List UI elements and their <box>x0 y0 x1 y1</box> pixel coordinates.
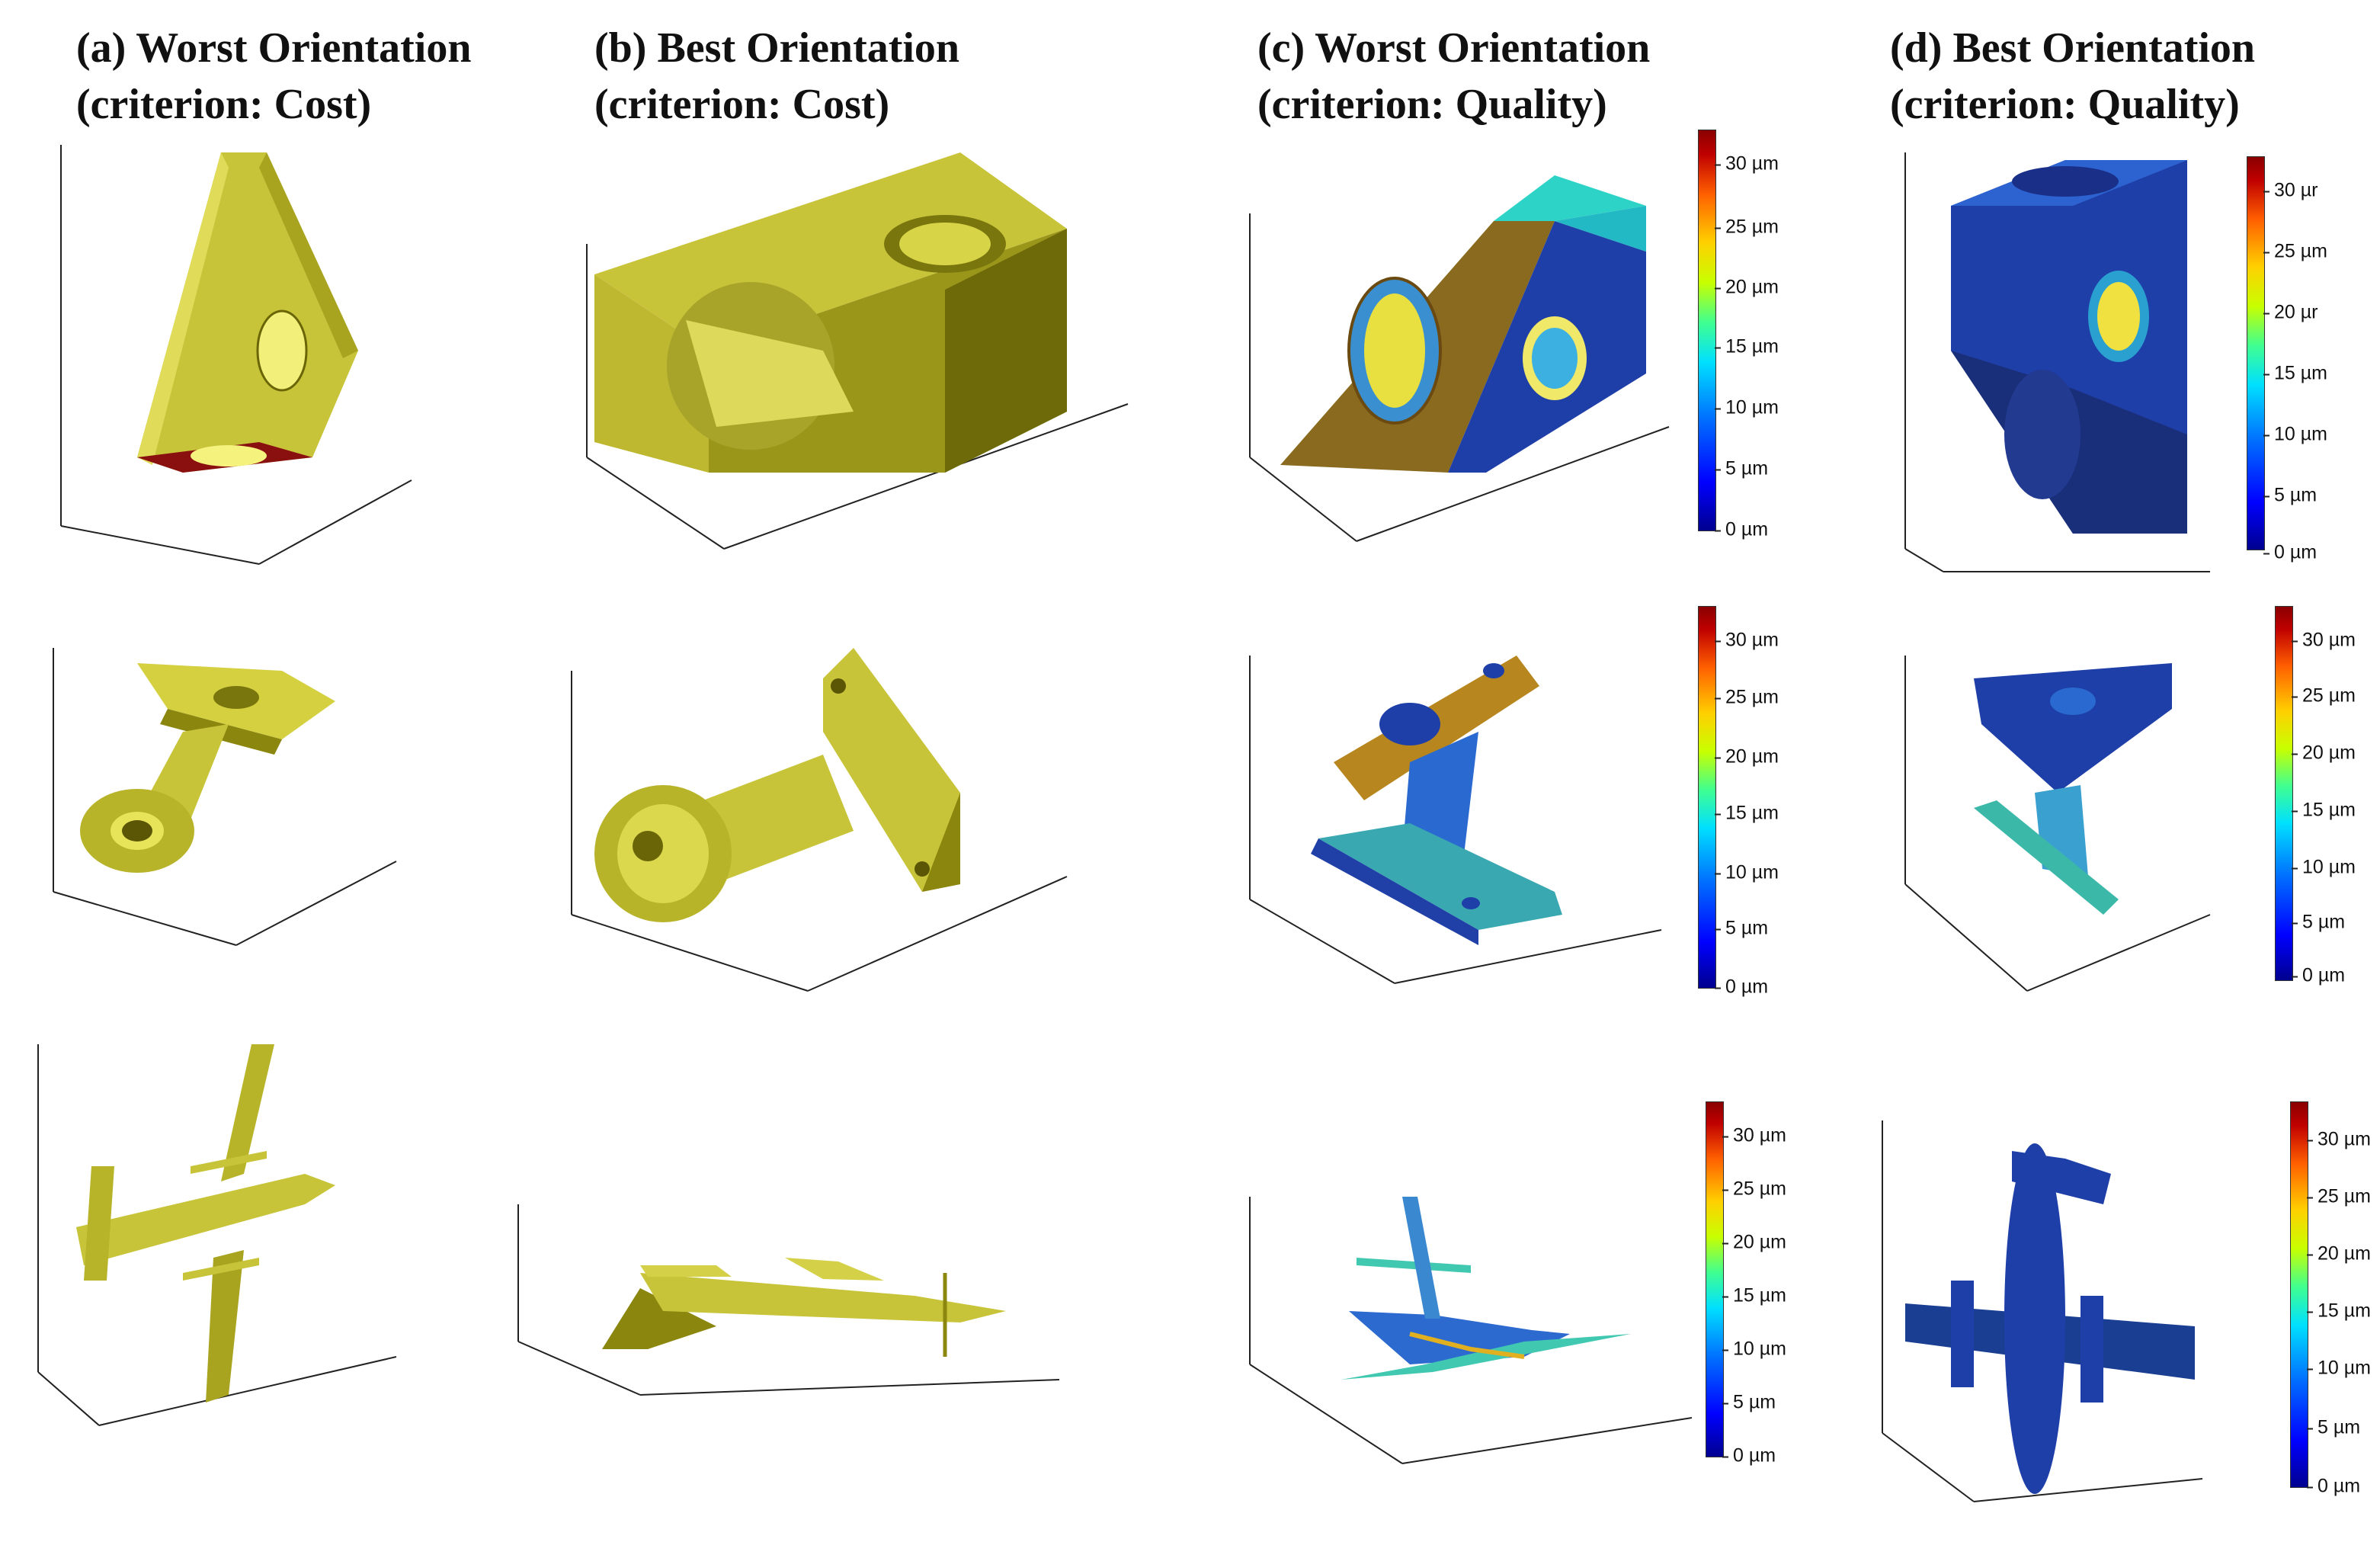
airplane-worst-cost-render <box>37 1044 397 1426</box>
pipe-worst-quality-render <box>1249 656 1662 984</box>
colorbar-c3-tick-5: 5 µm <box>1722 1391 1776 1413</box>
column-title-b-line1: (b) Best Orientation <box>594 24 960 72</box>
colorbar-d1-tick-15: 15 µm <box>2263 362 2327 384</box>
panel-a-pipe <box>30 640 457 968</box>
colorbar-d3-tick-30: 30 µm <box>2307 1128 2371 1150</box>
column-title-c-line2: (criterion: Quality) <box>1257 81 1607 128</box>
colorbar-d2 <box>2275 606 2293 981</box>
column-title-a-line1: (a) Worst Orientation <box>76 24 472 72</box>
colorbar-c1-tick-25: 25 µm <box>1715 216 1779 238</box>
colorbar-d2-tick-10: 10 µm <box>2292 856 2356 878</box>
colorbar-d2-tick-15: 15 µm <box>2292 799 2356 821</box>
colorbar-c3 <box>1706 1101 1724 1457</box>
pipe-best-cost-render <box>571 648 1068 992</box>
panel-c-pipe <box>1219 640 1707 999</box>
colorbar-c1-tick-0: 0 µm <box>1714 518 1769 540</box>
column-title-a-line2: (criterion: Cost) <box>76 81 372 128</box>
colorbar-c3-tick-10: 10 µm <box>1722 1338 1786 1360</box>
colorbar-d1-tick-25: 25 µm <box>2263 240 2327 262</box>
colorbar-d1-tick-10: 10 µm <box>2263 423 2327 445</box>
colorbar-c2 <box>1698 606 1716 989</box>
colorbar-c3-tick-15: 15 µm <box>1722 1284 1786 1306</box>
panel-b-airplane <box>488 1189 1082 1441</box>
panel-c-bracket <box>1219 175 1707 572</box>
colorbar-d3-tick-10: 10 µm <box>2307 1357 2371 1379</box>
column-title-b-line2: (criterion: Cost) <box>594 81 890 128</box>
colorbar-c1 <box>1698 130 1716 531</box>
colorbar-c1-tick-10: 10 µm <box>1715 396 1779 418</box>
panel-a-bracket <box>30 137 457 579</box>
colorbar-d1-tick-0: 0 µm <box>2263 541 2318 563</box>
column-title-d-line2: (criterion: Quality) <box>1890 81 2240 128</box>
airplane-best-quality-render <box>1882 1120 2203 1502</box>
panel-d-bracket <box>1882 145 2225 587</box>
colorbar-d3-tick-0: 0 µm <box>2306 1475 2361 1497</box>
column-title-a: (a) Worst Orientation (criterion: Cost) <box>76 20 471 133</box>
colorbar-d1-tick-5: 5 µm <box>2263 484 2318 506</box>
colorbar-d2-tick-5: 5 µm <box>2291 911 2346 933</box>
pipe-worst-cost-render <box>53 648 397 946</box>
colorbar-c2-tick-10: 10 µm <box>1715 861 1779 883</box>
colorbar-d2-tick-20: 20 µm <box>2292 742 2356 764</box>
airplane-best-cost-render <box>517 1204 1060 1396</box>
bracket-worst-quality-render <box>1249 175 1670 542</box>
panel-b-pipe <box>533 633 1082 999</box>
column-title-d: (d) Best Orientation (criterion: Quality… <box>1890 20 2255 133</box>
colorbar-d3 <box>2290 1101 2308 1488</box>
colorbar-c3-tick-20: 20 µm <box>1722 1231 1786 1253</box>
colorbar-c2-tick-30: 30 µm <box>1715 629 1779 651</box>
column-title-b: (b) Best Orientation (criterion: Cost) <box>594 20 959 133</box>
bracket-best-cost-render <box>586 152 1129 550</box>
colorbar-d2-tick-0: 0 µm <box>2291 964 2346 986</box>
colorbar-c2-tick-15: 15 µm <box>1715 802 1779 824</box>
colorbar-c1-tick-30: 30 µm <box>1715 152 1779 175</box>
colorbar-c2-tick-0: 0 µm <box>1714 976 1769 998</box>
panel-a-airplane <box>15 1037 442 1441</box>
colorbar-d2-tick-30: 30 µm <box>2292 629 2356 651</box>
airplane-worst-quality-render <box>1249 1197 1693 1464</box>
colorbar-d2-tick-25: 25 µm <box>2292 684 2356 707</box>
panel-c-airplane <box>1219 1181 1707 1479</box>
colorbar-c1-tick-20: 20 µm <box>1715 276 1779 298</box>
colorbar-c2-tick-5: 5 µm <box>1714 917 1769 939</box>
colorbar-c2-tick-25: 25 µm <box>1715 686 1779 708</box>
colorbar-d3-tick-20: 20 µm <box>2307 1242 2371 1265</box>
pipe-best-quality-render <box>1904 656 2211 992</box>
colorbar-d3-tick-15: 15 µm <box>2307 1300 2371 1322</box>
panel-b-bracket <box>533 137 1158 564</box>
colorbar-d1-tick-30: 30 µr <box>2263 179 2318 201</box>
panel-d-airplane <box>1859 1113 2225 1509</box>
colorbar-c1-tick-5: 5 µm <box>1714 457 1769 479</box>
colorbar-c3-tick-25: 25 µm <box>1722 1178 1786 1200</box>
column-title-c-line1: (c) Worst Orientation <box>1257 24 1651 72</box>
column-title-c: (c) Worst Orientation (criterion: Qualit… <box>1257 20 1650 133</box>
bracket-worst-cost-render <box>60 145 412 565</box>
colorbar-d1 <box>2247 156 2265 550</box>
colorbar-c2-tick-20: 20 µm <box>1715 745 1779 768</box>
panel-d-pipe <box>1882 640 2225 999</box>
colorbar-c1-tick-15: 15 µm <box>1715 335 1779 357</box>
colorbar-d1-tick-20: 20 µr <box>2263 301 2318 323</box>
colorbar-d3-tick-25: 25 µm <box>2307 1185 2371 1207</box>
colorbar-c3-tick-30: 30 µm <box>1722 1124 1786 1146</box>
colorbar-c3-tick-0: 0 µm <box>1722 1444 1776 1467</box>
column-title-d-line1: (d) Best Orientation <box>1890 24 2256 72</box>
bracket-best-quality-render <box>1904 152 2210 572</box>
colorbar-d3-tick-5: 5 µm <box>2306 1416 2361 1438</box>
